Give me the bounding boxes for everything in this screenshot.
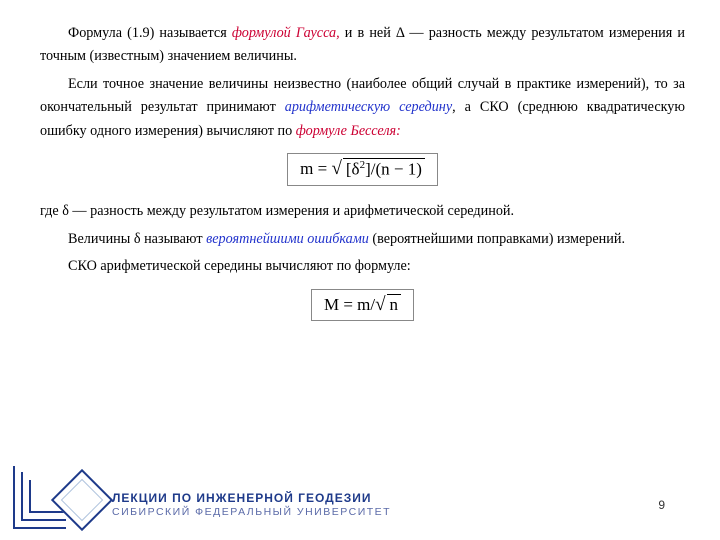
paragraph-gauss: Формула (1.9) называется формулой Гаусса… (40, 22, 685, 69)
brand-line1: ЛЕКЦИИ ПО ИНЖЕНЕРНОЙ ГЕОДЕЗИИ (112, 492, 391, 506)
paragraph-probable-errors: Величины δ называют вероятнейшими ошибка… (40, 228, 685, 251)
text: Величины (68, 231, 134, 247)
sqrt-icon: √[δ2]/(n − 1) (331, 158, 424, 181)
text: (вероятнейшими поправками) измерений. (369, 231, 625, 247)
brand-block: ЛЕКЦИИ ПО ИНЖЕНЕРНОЙ ГЕОДЕЗИИ СИБИРСКИЙ … (112, 492, 391, 518)
term-probable-errors: вероятнейшими ошибками (206, 231, 369, 247)
formula-lhs: M = m/ (324, 295, 375, 314)
footer: ЛЕКЦИИ ПО ИНЖЕНЕРНОЙ ГЕОДЕЗИИ СИБИРСКИЙ … (0, 462, 720, 540)
formula-mean-sko: M = m/√n (311, 289, 414, 322)
paragraph-delta-def: где δ — разность между результатом измер… (40, 200, 685, 223)
term-arith-mean: арифметическую середину (285, 99, 452, 115)
text: Формула (1.9) называется (68, 25, 232, 41)
text: и в ней (340, 25, 396, 41)
text: называют (141, 231, 207, 247)
formula-mean-row: M = m/√n (40, 289, 685, 322)
text: где (40, 203, 62, 219)
term-bessel-formula: формуле Бесселя: (296, 123, 401, 139)
sqrt-icon: √n (375, 294, 401, 317)
formula-lhs: m = (300, 159, 331, 178)
slide: Формула (1.9) называется формулой Гаусса… (0, 0, 720, 540)
paragraph-sko-mean: СКО арифметической середины вычисляют по… (40, 255, 685, 278)
delta-symbol: δ (134, 231, 141, 247)
delta-symbol: δ (62, 203, 69, 219)
paragraph-bessel-intro: Если точное значение величины неизвестно… (40, 73, 685, 143)
sqrt-arg: n (387, 294, 402, 316)
formula-bessel: m = √[δ2]/(n − 1) (287, 153, 438, 186)
formula-bessel-row: m = √[δ2]/(n − 1) (40, 153, 685, 186)
delta-symbol: Δ (396, 25, 404, 41)
brand-line2: СИБИРСКИЙ ФЕДЕРАЛЬНЫЙ УНИВЕРСИТЕТ (112, 506, 391, 518)
text: — разность между результатом измерения и… (69, 203, 514, 219)
term-gauss-formula: формулой Гаусса, (232, 25, 340, 41)
text-content: Формула (1.9) называется формулой Гаусса… (40, 22, 685, 329)
text: СКО арифметической середины вычисляют по… (68, 258, 411, 274)
page-number: 9 (658, 498, 665, 512)
